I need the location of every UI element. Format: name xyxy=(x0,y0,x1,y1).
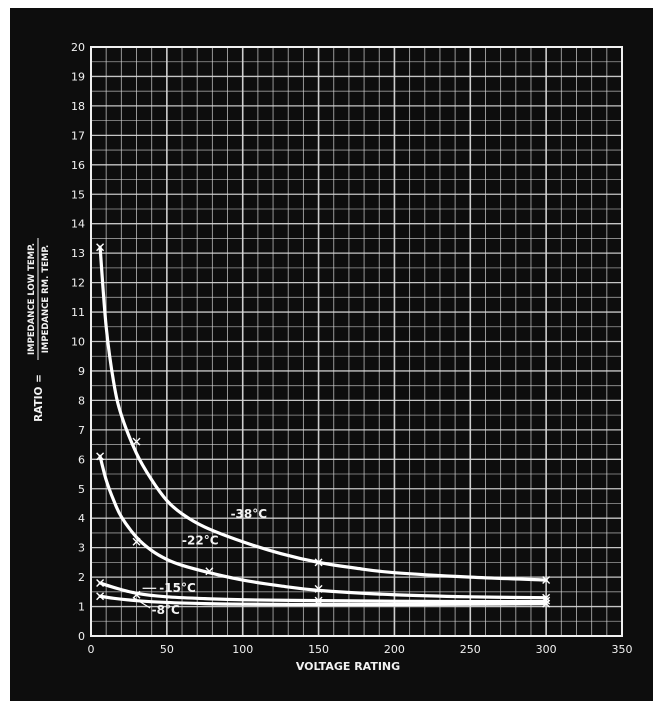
y-tick-label: 5 xyxy=(78,483,85,496)
x-tick-label: 350 xyxy=(612,643,633,656)
data-point-marker xyxy=(96,243,105,252)
y-axis-label-prefix: RATIO = xyxy=(33,374,45,422)
y-tick-label: 4 xyxy=(78,512,85,525)
data-point-marker xyxy=(205,567,214,576)
series-line xyxy=(98,245,548,582)
series-2 xyxy=(96,452,551,602)
y-tick-label: 8 xyxy=(78,394,85,407)
y-tick-label: 13 xyxy=(71,247,85,260)
axes: VOLTAGE RATING RATIO = IMPEDANCE LOW TEM… xyxy=(27,41,633,673)
y-axis-label: RATIO = IMPEDANCE LOW TEMP. IMPEDANCE RM… xyxy=(27,238,51,422)
y-tick-label: 17 xyxy=(71,129,85,142)
x-tick-label: 50 xyxy=(160,643,174,656)
series-line xyxy=(98,581,548,604)
data-point-marker xyxy=(96,452,105,461)
y-tick-label: 20 xyxy=(71,41,85,54)
series-label: -15°C xyxy=(159,581,196,595)
y-tick-label: 7 xyxy=(78,424,85,437)
y-axis-label-denominator: IMPEDANCE RM. TEMP. xyxy=(41,245,51,354)
y-tick-label: 10 xyxy=(71,336,85,349)
y-tick-label: 15 xyxy=(71,188,85,201)
y-tick-label: 1 xyxy=(78,601,85,614)
y-axis-label-numerator: IMPEDANCE LOW TEMP. xyxy=(27,243,37,355)
series-3 xyxy=(96,578,551,605)
y-tick-label: 6 xyxy=(78,453,85,466)
data-point-marker xyxy=(542,576,551,585)
data-point-marker xyxy=(96,578,105,587)
series xyxy=(96,243,551,608)
x-tick-label: 250 xyxy=(460,643,481,656)
x-tick-label: 100 xyxy=(232,643,253,656)
y-tick-label: 2 xyxy=(78,571,85,584)
x-tick-label: 300 xyxy=(536,643,557,656)
y-tick-label: 19 xyxy=(71,70,85,83)
data-point-marker xyxy=(314,584,323,593)
plot-border xyxy=(90,46,623,637)
y-tick-label: 16 xyxy=(71,159,85,172)
y-tick-label: 0 xyxy=(78,630,85,643)
series-labels: -38°C -22°C -15°C -8°C xyxy=(133,507,267,617)
data-point-marker xyxy=(132,590,141,599)
series-line xyxy=(98,454,548,600)
series-label-leader xyxy=(133,597,151,609)
series-label: -38°C xyxy=(231,507,268,521)
series-label: -22°C xyxy=(182,534,219,548)
series-line xyxy=(98,594,548,607)
x-tick-label: 200 xyxy=(384,643,405,656)
grid xyxy=(90,46,623,637)
y-tick-label: 12 xyxy=(71,277,85,290)
data-point-marker xyxy=(132,537,141,546)
y-tick-label: 11 xyxy=(71,306,85,319)
series-label: -8°C xyxy=(152,603,180,617)
series-1 xyxy=(96,243,551,585)
data-point-marker xyxy=(542,599,551,608)
x-tick-label: 150 xyxy=(308,643,329,656)
x-tick-label: 0 xyxy=(88,643,95,656)
y-tick-label: 9 xyxy=(78,365,85,378)
y-tick-label: 18 xyxy=(71,100,85,113)
data-point-marker xyxy=(132,437,141,446)
series-4 xyxy=(96,592,551,608)
y-tick-label: 14 xyxy=(71,218,85,231)
data-point-marker xyxy=(314,558,323,567)
x-axis-label: VOLTAGE RATING xyxy=(296,660,400,673)
data-point-marker xyxy=(96,592,105,601)
y-tick-label: 3 xyxy=(78,542,85,555)
